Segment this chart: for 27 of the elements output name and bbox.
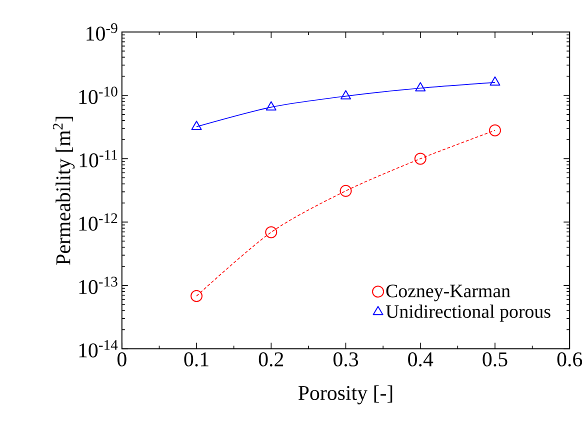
point	[415, 82, 426, 92]
x-tick-label: 0	[117, 352, 126, 367]
y-tick-label: 10$^{-11}$	[80, 150, 118, 168]
x-tick-label: 0.2	[258, 352, 284, 367]
y-tick-label: 10$^{-12}$	[79, 214, 118, 231]
legend-label: Unidirectional porous	[386, 304, 550, 322]
x-tick-label: 0.3	[333, 352, 358, 367]
x-axis-title: Porosity [-]	[298, 385, 392, 404]
point	[340, 185, 352, 198]
x-tick-label: 0.5	[482, 352, 508, 367]
x-tick-label: 0.1	[184, 352, 208, 367]
legend-label: Cozney-Karman	[386, 284, 510, 302]
y-tick-label: 10$^{-10}$	[79, 86, 118, 104]
y-tick-label: 10$^{-13}$	[79, 276, 118, 294]
x-tick-label: 0.6	[557, 352, 582, 367]
point	[414, 152, 426, 165]
point	[340, 90, 352, 100]
point	[190, 290, 203, 302]
point	[191, 120, 202, 130]
x-tick-label: 0.4	[408, 352, 434, 367]
y-axis-title: Permeability [m$^{2}$]	[52, 117, 75, 265]
point	[265, 226, 278, 238]
point	[266, 101, 276, 111]
y-tick-label: 10$^{-14}$	[79, 340, 118, 358]
point	[490, 76, 500, 86]
y-tick-label: 10$^{-9}$	[86, 23, 118, 41]
point	[489, 124, 501, 137]
